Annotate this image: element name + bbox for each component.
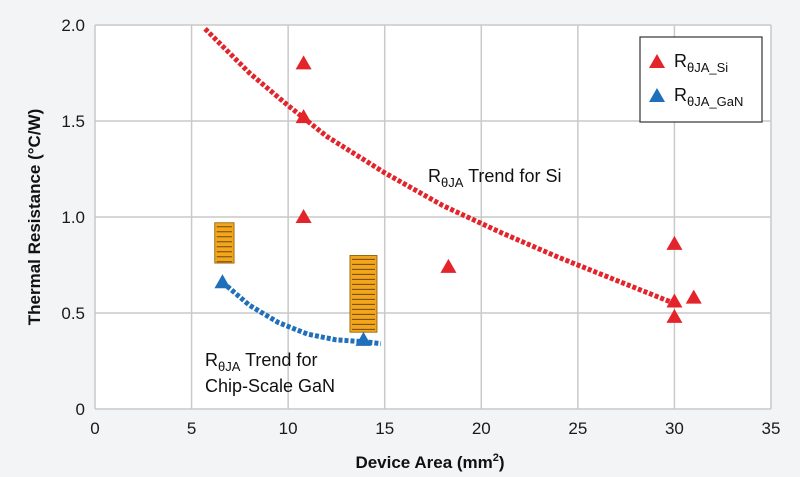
data-points (214, 55, 702, 346)
si-data-point (295, 209, 312, 223)
x-tick-label: 0 (90, 419, 99, 438)
x-tick-label: 20 (472, 419, 491, 438)
legend-si-label: RθJA_Si (674, 51, 728, 75)
y-tick-label: 0.5 (61, 304, 85, 323)
chip-icon (349, 254, 378, 333)
y-axis-title: Thermal Resistance (°C/W) (25, 109, 44, 326)
x-tick-label: 30 (665, 419, 684, 438)
tick-labels: 0 5 10 15 20 25 30 35 0 0.5 1.0 1.5 2.0 (61, 16, 780, 438)
x-tick-label: 15 (375, 419, 394, 438)
si-data-point (666, 293, 683, 308)
si-data-point (666, 235, 683, 250)
legend-box (639, 36, 763, 123)
chip-body (349, 254, 378, 333)
legend-gan-marker (649, 88, 665, 102)
chip-body (214, 222, 235, 264)
gan-trend-annotation-line2: Chip-Scale GaN (205, 376, 335, 396)
gan-trend-annotation: RθJA Trend for (205, 350, 317, 374)
si-data-point (295, 109, 312, 124)
y-tick-label: 1.0 (61, 208, 85, 227)
x-tick-label: 35 (762, 419, 781, 438)
gan-data-point (214, 274, 231, 289)
legend-si-marker (649, 54, 665, 68)
gan-data-point (355, 331, 372, 346)
si-data-point (440, 258, 457, 273)
chip-icon (214, 222, 235, 264)
x-axis-title: Device Area (mm2) (355, 452, 504, 472)
x-tick-label: 25 (568, 419, 587, 438)
y-tick-label: 2.0 (61, 16, 85, 35)
y-tick-label: 0 (76, 400, 85, 419)
chip-icons (214, 222, 378, 333)
legend-gan-label: RθJA_GaN (674, 85, 743, 109)
si-trend-line (203, 27, 676, 306)
y-tick-label: 1.5 (61, 112, 85, 131)
grid-lines (94, 24, 772, 410)
si-data-point (666, 308, 683, 323)
si-data-point (295, 55, 312, 70)
legend: RθJA_Si RθJA_GaN (639, 36, 763, 123)
si-data-point (685, 289, 702, 304)
x-tick-label: 10 (279, 419, 298, 438)
x-tick-label: 5 (187, 419, 196, 438)
si-trend-annotation: RθJA Trend for Si (428, 166, 561, 190)
